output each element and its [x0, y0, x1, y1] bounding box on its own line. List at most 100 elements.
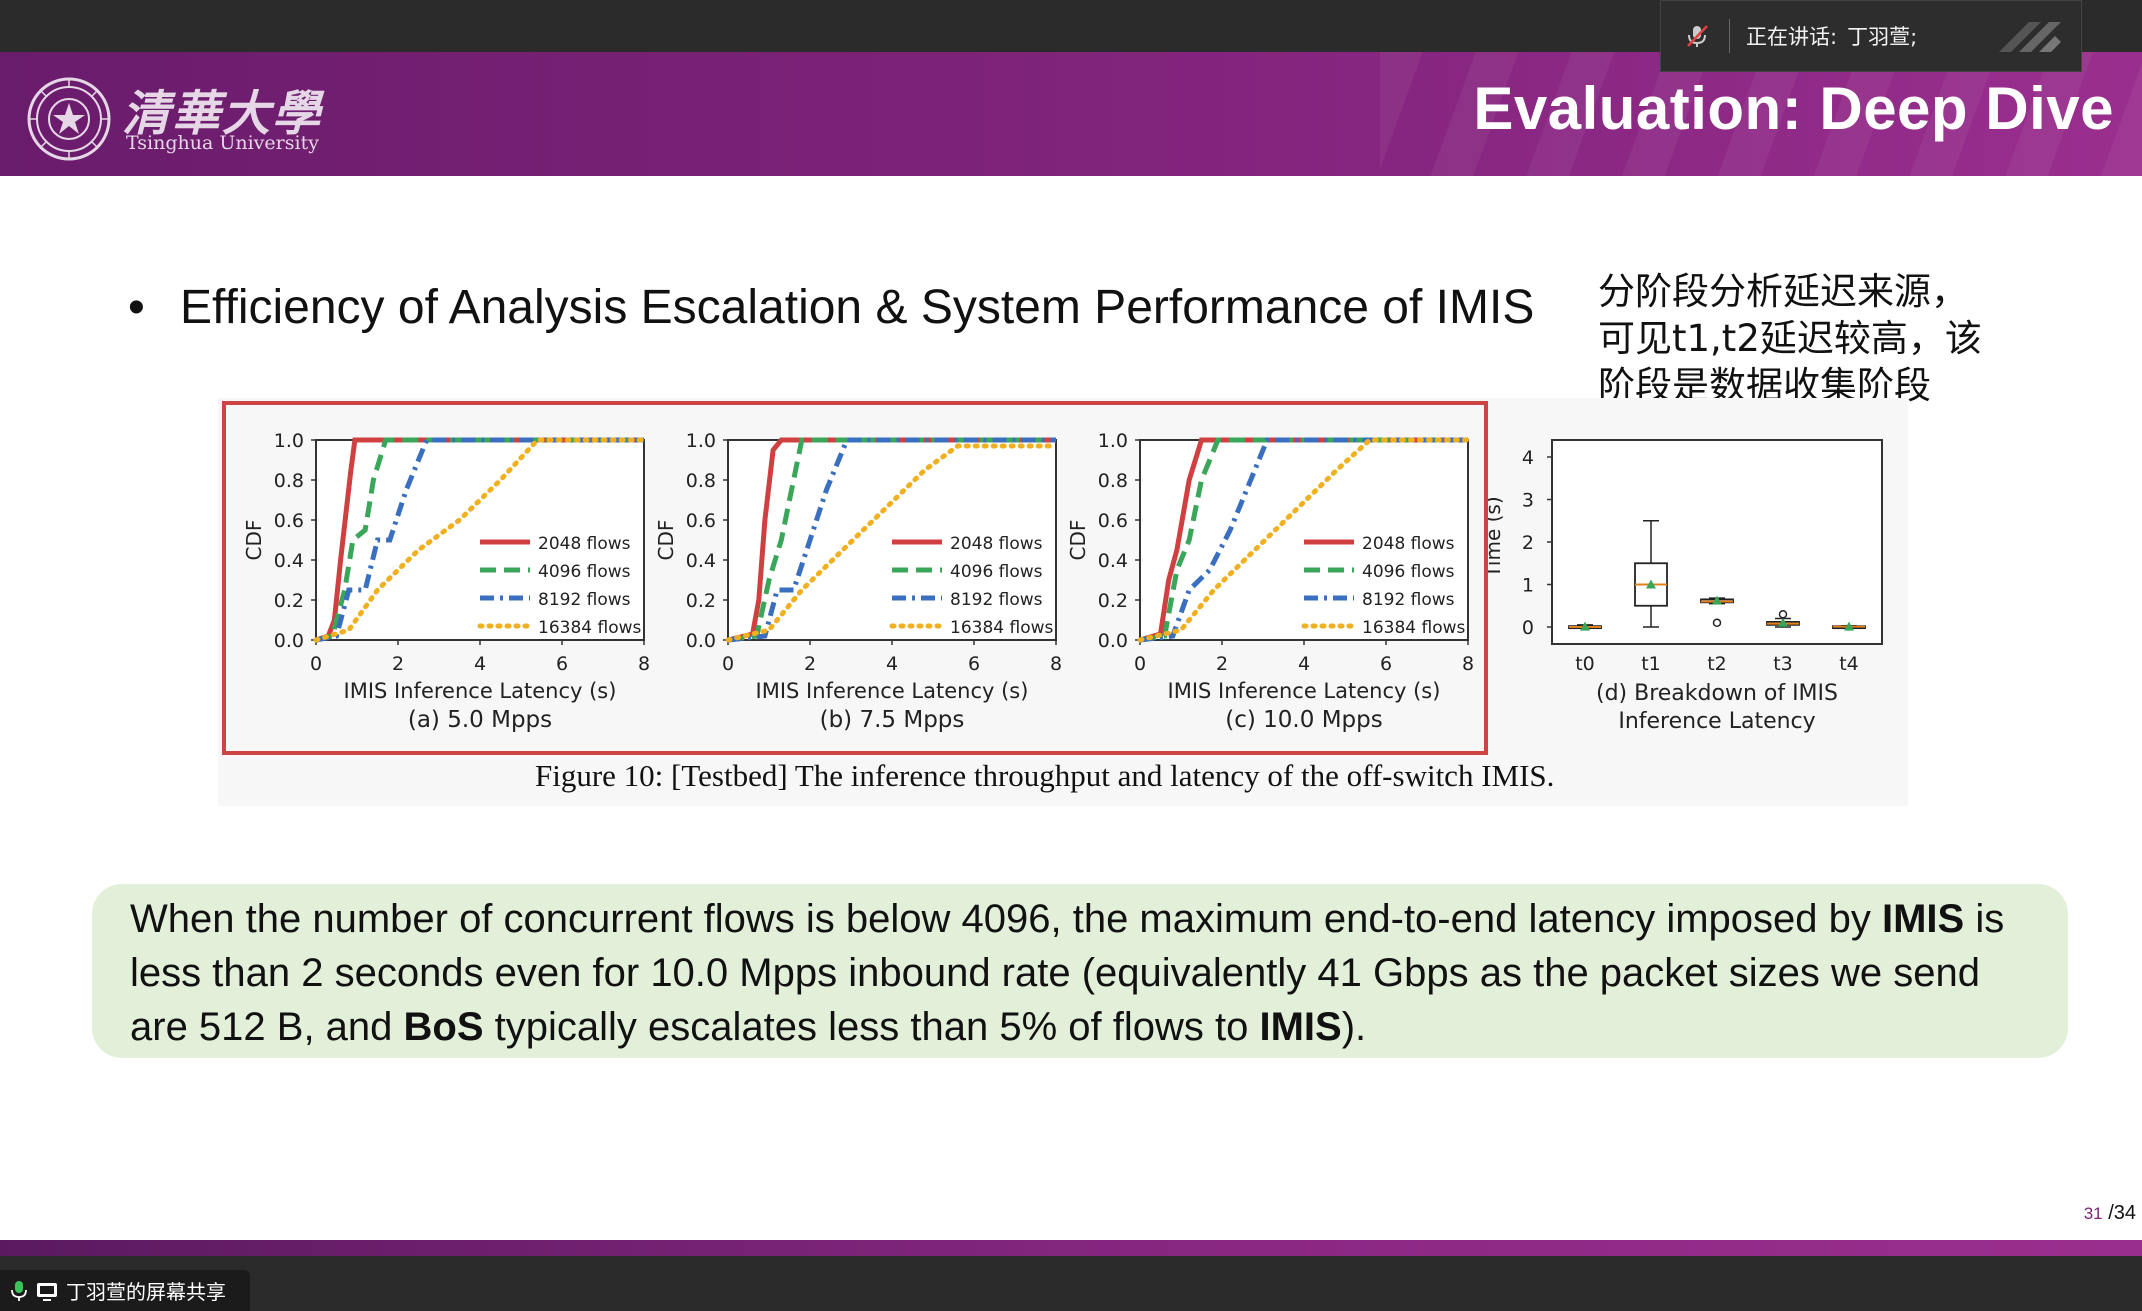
- summary-text: typically escalates less than 5% of flow…: [483, 1005, 1260, 1049]
- legend-label: 2048 flows: [950, 534, 1043, 554]
- legend-label: 4096 flows: [538, 562, 631, 582]
- y-tick-label: 0.6: [274, 510, 304, 532]
- x-tick-label: 6: [1380, 653, 1392, 675]
- page-current: 31: [2083, 1204, 2103, 1223]
- legend-label: 8192 flows: [1362, 590, 1455, 610]
- screen-share-icon: [37, 1282, 57, 1301]
- x-tick-label: t1: [1641, 653, 1661, 675]
- page-total: /34: [2108, 1202, 2136, 1224]
- mic-icon: [11, 1280, 27, 1301]
- chart-subtitle: (c) 10.0 Mpps: [1225, 707, 1382, 733]
- y-tick-label: 0.2: [1098, 590, 1128, 612]
- x-tick-label: 0: [1134, 653, 1146, 675]
- signal-icon: [1999, 22, 2061, 52]
- speaker-indicator: 正在讲话: 丁羽萱;: [1660, 0, 2082, 72]
- note-line: 分阶段分析延迟来源，: [1598, 270, 1968, 313]
- summary-text: ).: [1341, 1005, 1367, 1049]
- y-tick-label: 4: [1522, 447, 1534, 469]
- series-line: [315, 437, 644, 643]
- bullet-text: Efficiency of Analysis Escalation & Syst…: [180, 281, 1535, 334]
- y-tick-label: 0.0: [686, 630, 716, 652]
- box-mean-marker: [1646, 579, 1656, 589]
- y-tick-label: 0.2: [686, 590, 716, 612]
- legend-label: 8192 flows: [950, 590, 1043, 610]
- box-mean-marker: [1580, 621, 1590, 631]
- summary-box: When the number of concurrent flows is b…: [92, 884, 2068, 1058]
- x-axis-label: IMIS Inference Latency (s): [344, 679, 617, 703]
- y-tick-label: 0.8: [1098, 470, 1128, 492]
- speaking-label: 正在讲话:: [1746, 25, 1838, 49]
- box-mean-marker: [1844, 621, 1854, 631]
- box-mean-marker: [1712, 595, 1722, 605]
- summary-text: is less than 2 seconds even for 10.0 Mpp…: [130, 897, 2005, 1049]
- summary-bold-bos: BoS: [403, 1005, 484, 1049]
- y-tick-label: 1.0: [274, 430, 304, 452]
- legend-label: 4096 flows: [1362, 562, 1455, 582]
- y-tick-label: 0.2: [274, 590, 304, 612]
- slide-footer-stripe: [0, 1240, 2142, 1256]
- x-tick-label: 4: [886, 653, 898, 675]
- y-axis-label: CDF: [242, 520, 266, 561]
- x-tick-label: 8: [1462, 653, 1474, 675]
- legend-label: 8192 flows: [538, 590, 631, 610]
- series-line: [315, 437, 644, 643]
- screen-share-tab[interactable]: 丁羽萱的屏幕共享: [0, 1270, 250, 1311]
- series-line: [727, 437, 1056, 643]
- legend-label: 16384 flows: [1362, 618, 1465, 638]
- plot-frame: [1551, 439, 1883, 645]
- slide-title: Evaluation: Deep Dive: [1473, 75, 2114, 142]
- y-axis-label: CDF: [654, 520, 678, 561]
- y-tick-label: 0.0: [274, 630, 304, 652]
- slide-header-banner: [0, 52, 2142, 176]
- muted-mic-icon: [1687, 25, 1708, 47]
- x-tick-label: 2: [804, 653, 816, 675]
- series-line: [313, 437, 647, 643]
- y-tick-label: 0.6: [1098, 510, 1128, 532]
- chart-subtitle: Inference Latency: [1618, 709, 1815, 734]
- figure-caption: Figure 10: [Testbed] The inference throu…: [535, 758, 1555, 793]
- summary-bold-imis: IMIS: [1882, 897, 1965, 941]
- chart-subtitle: (d) Breakdown of IMIS: [1596, 681, 1838, 706]
- x-tick-label: 6: [556, 653, 568, 675]
- y-tick-label: 1.0: [686, 430, 716, 452]
- chart-subtitle: (b) 7.5 Mpps: [820, 707, 965, 733]
- legend-label: 16384 flows: [950, 618, 1053, 638]
- y-tick-label: 0.4: [274, 550, 304, 572]
- series-line: [727, 437, 1056, 643]
- series-line: [725, 443, 1059, 643]
- page-number: 31 /34: [2084, 1202, 2136, 1225]
- x-tick-label: 4: [474, 653, 486, 675]
- series-line: [1139, 437, 1468, 643]
- university-seal-icon: [27, 77, 111, 161]
- bullet-point: • Efficiency of Analysis Escalation & Sys…: [128, 280, 1534, 335]
- meeting-bottom-bar: [0, 1256, 2142, 1311]
- x-tick-label: 0: [310, 653, 322, 675]
- box-outlier: [1712, 618, 1722, 627]
- x-tick-label: 4: [1298, 653, 1310, 675]
- bullet-dot: •: [128, 281, 145, 334]
- x-tick-label: 8: [1050, 653, 1062, 675]
- series-line: [1137, 437, 1471, 643]
- legend-label: 16384 flows: [538, 618, 641, 638]
- y-tick-label: 1: [1522, 575, 1534, 597]
- speaker-name: 丁羽萱;: [1847, 25, 1918, 49]
- y-tick-label: 2: [1522, 532, 1534, 554]
- summary-text: When the number of concurrent flows is b…: [130, 897, 1882, 941]
- y-tick-label: 0.4: [686, 550, 716, 572]
- x-tick-label: t4: [1839, 653, 1859, 675]
- summary-bold-imis: IMIS: [1259, 1005, 1342, 1049]
- x-axis-label: IMIS Inference Latency (s): [756, 679, 1029, 703]
- university-name-en: Tsinghua University: [126, 132, 319, 154]
- y-tick-label: 3: [1522, 490, 1534, 512]
- x-tick-label: t0: [1575, 653, 1595, 675]
- y-tick-label: 0.8: [274, 470, 304, 492]
- chart-subtitle: (a) 5.0 Mpps: [408, 707, 552, 733]
- highlight-box: [222, 401, 1488, 755]
- x-tick-label: 2: [392, 653, 404, 675]
- university-name-cn: 清華大學: [122, 86, 323, 142]
- series-line: [1139, 437, 1468, 643]
- series-line: [315, 437, 644, 643]
- box-outlier: [1778, 610, 1788, 619]
- university-logo: 清華大學 Tsinghua University: [26, 74, 326, 161]
